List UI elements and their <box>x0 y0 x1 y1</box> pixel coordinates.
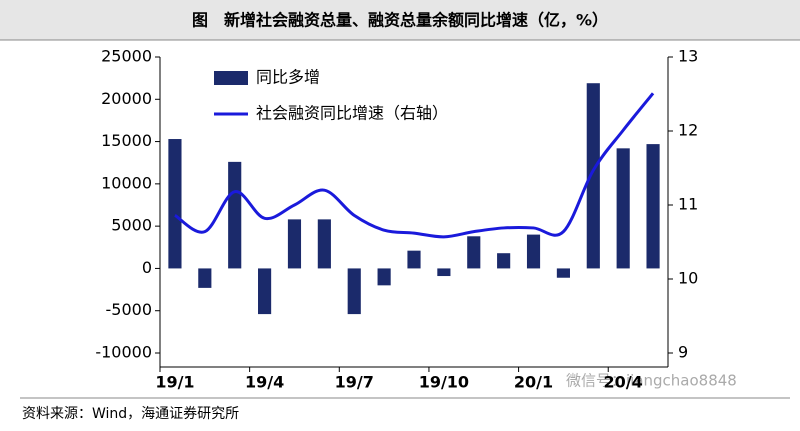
y2-tick-label: 12 <box>678 121 698 140</box>
bar <box>228 161 242 269</box>
title-band <box>0 0 800 40</box>
y-tick-label: -5000 <box>106 300 153 319</box>
bar <box>646 144 660 269</box>
x-tick-label: 19/7 <box>335 373 374 392</box>
y-tick-label: 10000 <box>101 173 152 192</box>
y-tick-label: 25000 <box>101 47 152 66</box>
line <box>174 92 655 239</box>
bar <box>616 148 630 269</box>
bar <box>168 139 182 269</box>
bar <box>437 268 451 277</box>
y2-tick-label: 9 <box>678 343 688 362</box>
y-tick-label: 15000 <box>101 131 152 150</box>
chart-title: 图 新增社会融资总量、融资总量余额同比增速（亿，%） <box>192 11 608 30</box>
x-tick-label: 20/1 <box>514 373 553 392</box>
bar <box>317 219 331 269</box>
y-tick-label: 20000 <box>101 89 152 108</box>
y2-tick-label: 13 <box>678 47 698 66</box>
bar <box>377 268 391 286</box>
bar <box>526 234 541 269</box>
bar <box>556 268 570 278</box>
y-tick-label: 5000 <box>111 216 152 235</box>
y-tick-label: 0 <box>142 258 152 277</box>
bar <box>287 219 302 269</box>
source: 资料来源：Wind，海通证券研究所 <box>22 406 239 422</box>
watermark: 微信号：jiangchao8848 <box>566 372 737 390</box>
y2-tick-label: 11 <box>678 195 698 214</box>
bar <box>467 236 481 269</box>
bar <box>198 268 212 288</box>
x-tick-label: 19/10 <box>419 373 469 392</box>
bar <box>258 268 272 315</box>
y-tick-label: -10000 <box>95 343 152 362</box>
bar <box>586 83 600 269</box>
bar <box>497 253 511 269</box>
x-tick-label: 19/4 <box>245 373 284 392</box>
legend-label: 社会融资同比增速（右轴） <box>256 104 448 123</box>
bar <box>407 250 421 269</box>
x-tick-label: 19/1 <box>155 373 194 392</box>
bar <box>347 268 361 315</box>
legend-swatch <box>214 71 248 85</box>
legend-label: 同比多增 <box>256 68 320 87</box>
y2-tick-label: 10 <box>678 269 698 288</box>
x-tick-label: 20/4 <box>604 373 643 392</box>
